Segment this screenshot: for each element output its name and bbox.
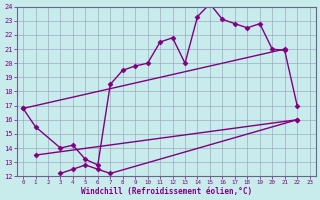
X-axis label: Windchill (Refroidissement éolien,°C): Windchill (Refroidissement éolien,°C) [81, 187, 252, 196]
